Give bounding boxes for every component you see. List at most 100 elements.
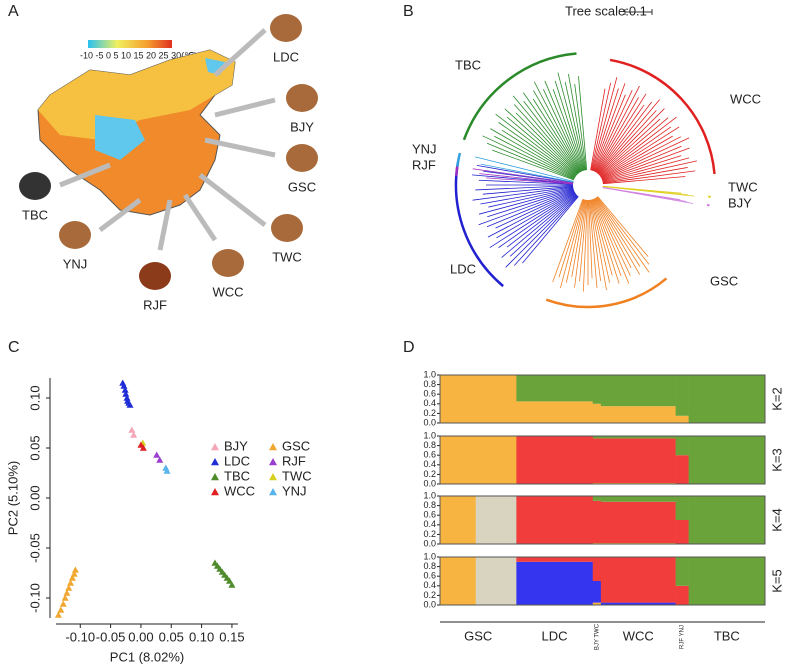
tree-branch <box>559 199 585 289</box>
chicken-icon <box>59 221 91 249</box>
tree-branch <box>599 117 669 176</box>
point <box>121 386 129 393</box>
bar-segment <box>592 438 602 484</box>
tree-branch <box>596 101 653 174</box>
tree-branch <box>598 108 665 175</box>
group-label: RJF YNJ <box>680 625 686 649</box>
y-tick-label: -0.10 <box>27 583 42 613</box>
breed-label: GSC <box>288 179 316 194</box>
tree-branch <box>595 197 641 267</box>
tree-branch <box>593 89 633 172</box>
tree-branch <box>602 160 697 183</box>
tree-branch <box>478 188 574 215</box>
y-tick-label: 0.4 <box>423 398 436 408</box>
legend-label: LDC <box>224 453 250 468</box>
bar-segment <box>440 436 477 484</box>
bar-segment <box>475 375 517 423</box>
y-tick-label: -0.05 <box>27 533 42 563</box>
point <box>122 390 130 397</box>
tree-branch <box>474 156 574 182</box>
chicken-icon <box>270 14 302 42</box>
point <box>61 594 69 601</box>
chicken-icon <box>286 144 318 172</box>
panel-a: A -10 -5 0 5 10 15 20 25 30(℃) <box>8 3 276 251</box>
legend-label: TWC <box>282 468 312 483</box>
legend-marker <box>269 488 277 496</box>
y-tick-label: 0.2 <box>423 590 436 600</box>
bar-segment <box>516 561 594 605</box>
bar-segment <box>675 415 689 423</box>
row-label: K=3 <box>769 448 784 472</box>
panel-letter: B <box>403 3 414 20</box>
tree-branch <box>489 192 576 248</box>
bar-segment <box>592 557 602 581</box>
y-tick-label: 1.0 <box>423 369 436 379</box>
y-tick-label: 0.6 <box>423 510 436 520</box>
y-tick-label: 0.0 <box>423 538 436 548</box>
tree-branch <box>592 198 622 277</box>
tree-branch <box>602 187 694 204</box>
legend-marker <box>211 473 219 481</box>
tree-branch <box>597 196 649 257</box>
row-label: K=4 <box>769 508 784 532</box>
chicken-icon <box>212 249 244 277</box>
bar-segment <box>600 496 676 502</box>
bar-segment <box>600 501 676 544</box>
tree-branch <box>601 136 682 179</box>
tree-branch <box>498 193 576 248</box>
point <box>120 382 128 389</box>
legend-marker <box>211 488 219 496</box>
tree-branch <box>512 95 579 174</box>
panel-letter: C <box>8 339 20 356</box>
x-tick-label: 0.05 <box>159 629 184 644</box>
clade-label: RJF <box>412 157 436 172</box>
tree-branch <box>522 196 579 264</box>
y-tick-label: 0.6 <box>423 571 436 581</box>
group-label: TBC <box>714 628 740 643</box>
group-label: LDC <box>542 628 568 643</box>
bar-segment <box>675 496 689 520</box>
tree-branch <box>601 145 682 180</box>
tree-branch <box>595 197 641 275</box>
clade-arc <box>545 277 668 309</box>
tree-branch <box>602 186 695 197</box>
bar-segment <box>675 455 689 484</box>
tree-branch <box>596 197 650 273</box>
chicken-icon <box>286 84 318 112</box>
point <box>156 456 164 463</box>
legend-label: RJF <box>282 453 306 468</box>
tree-branch <box>478 179 574 185</box>
y-tick-label: 0.2 <box>423 529 436 539</box>
tree-branch <box>593 198 630 284</box>
tree-branch <box>492 149 575 181</box>
tree-branch <box>552 89 584 172</box>
tree-branch <box>494 135 575 179</box>
tree-branch <box>601 137 690 180</box>
y-tick-label: 0.0 <box>423 478 436 488</box>
y-tick-label: 0.0 <box>423 599 436 609</box>
map-north <box>38 50 235 140</box>
y-tick-label: 1.0 <box>423 490 436 500</box>
legend-marker <box>269 458 277 466</box>
tree-branch <box>486 142 575 180</box>
tree-branch <box>486 190 575 228</box>
clade-arc <box>455 166 459 176</box>
bar-segment <box>475 557 517 605</box>
x-axis-label: PC1 (8.02%) <box>110 649 184 664</box>
point <box>130 431 138 438</box>
y-tick-label: 0.05 <box>27 435 42 460</box>
bar-segment <box>600 436 676 439</box>
bar-segment <box>600 375 676 407</box>
y-tick-label: 0.6 <box>423 389 436 399</box>
colorbar-label: -10 -5 0 5 10 15 20 25 30(℃) <box>80 50 197 60</box>
chicken-icon <box>271 214 303 242</box>
tree-branch <box>592 83 626 172</box>
colorbar <box>88 40 172 48</box>
tree-branch <box>595 93 647 173</box>
tree-branch <box>487 189 574 218</box>
x-tick-label: -0.10 <box>65 629 95 644</box>
legend-marker <box>211 458 219 466</box>
tree-branch <box>513 195 579 266</box>
tree-branch <box>594 85 640 172</box>
tree-branch <box>592 199 620 284</box>
